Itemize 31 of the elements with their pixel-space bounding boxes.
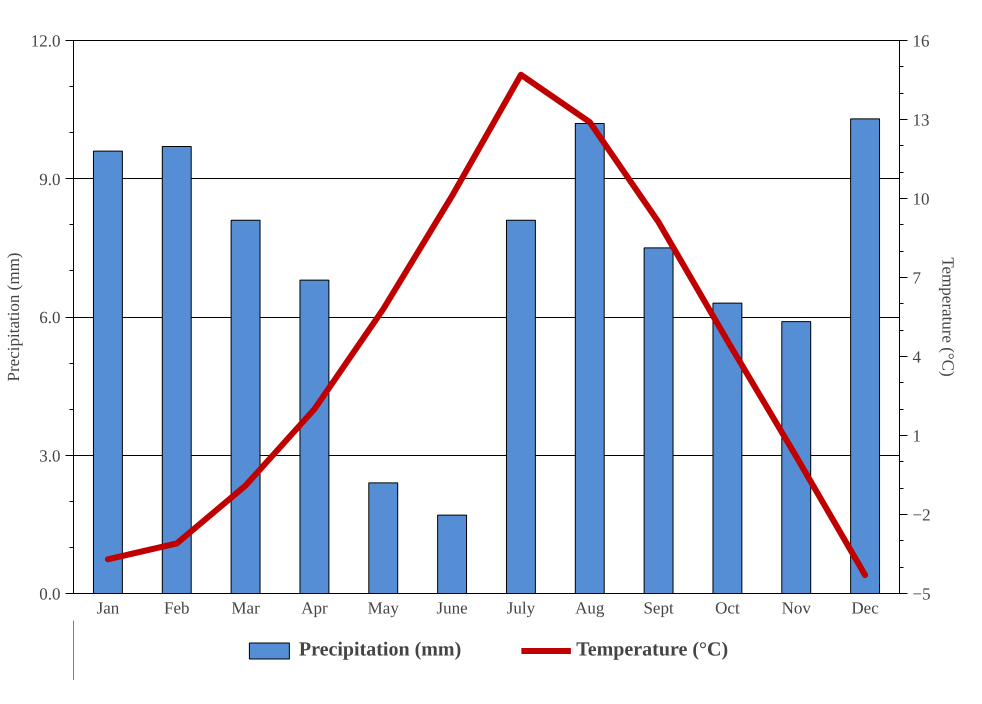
y-tick-label: 12.0 — [30, 32, 60, 50]
y2-tick-label: 7 — [912, 268, 922, 288]
y2-tick-label: 4 — [912, 348, 922, 366]
bar — [368, 482, 398, 594]
x-tick-label: Jan — [96, 598, 120, 618]
x-tick-label: May — [368, 598, 400, 618]
y2-axis-title: Temperature (°C) — [938, 257, 958, 377]
y-tick-label: 9.0 — [39, 170, 60, 189]
y-axis-title: Precipitation (mm) — [4, 252, 23, 382]
y2-tick-label: 1 — [912, 426, 921, 446]
y2-tick-label: 16 — [912, 32, 930, 50]
legend-label: Precipitation (mm) — [298, 638, 462, 662]
y2-tick-label: −5 — [912, 584, 931, 604]
y-tick-label: 0.0 — [39, 584, 60, 604]
x-tick-label: Mar — [231, 598, 260, 618]
y2-tick-label: 10 — [912, 190, 930, 208]
x-tick-label: Feb — [164, 598, 190, 618]
legend-label: Temperature (°C) — [576, 638, 728, 662]
x-tick-label: June — [436, 598, 468, 618]
x-tick-label: Dec — [851, 598, 880, 618]
x-tick-label: Oct — [715, 598, 740, 618]
y2-tick-label: −2 — [912, 506, 931, 524]
x-tick-label: July — [506, 598, 536, 618]
bar — [437, 514, 468, 594]
y-tick-label: 6.0 — [39, 308, 60, 327]
y2-tick-label: 13 — [912, 110, 930, 130]
x-tick-label: Aug — [575, 598, 605, 618]
x-tick-label: Sept — [643, 598, 674, 618]
x-tick-label: Nov — [782, 598, 812, 618]
x-tick-label: Apr — [301, 598, 328, 618]
y-tick-label: 3.0 — [39, 446, 60, 466]
